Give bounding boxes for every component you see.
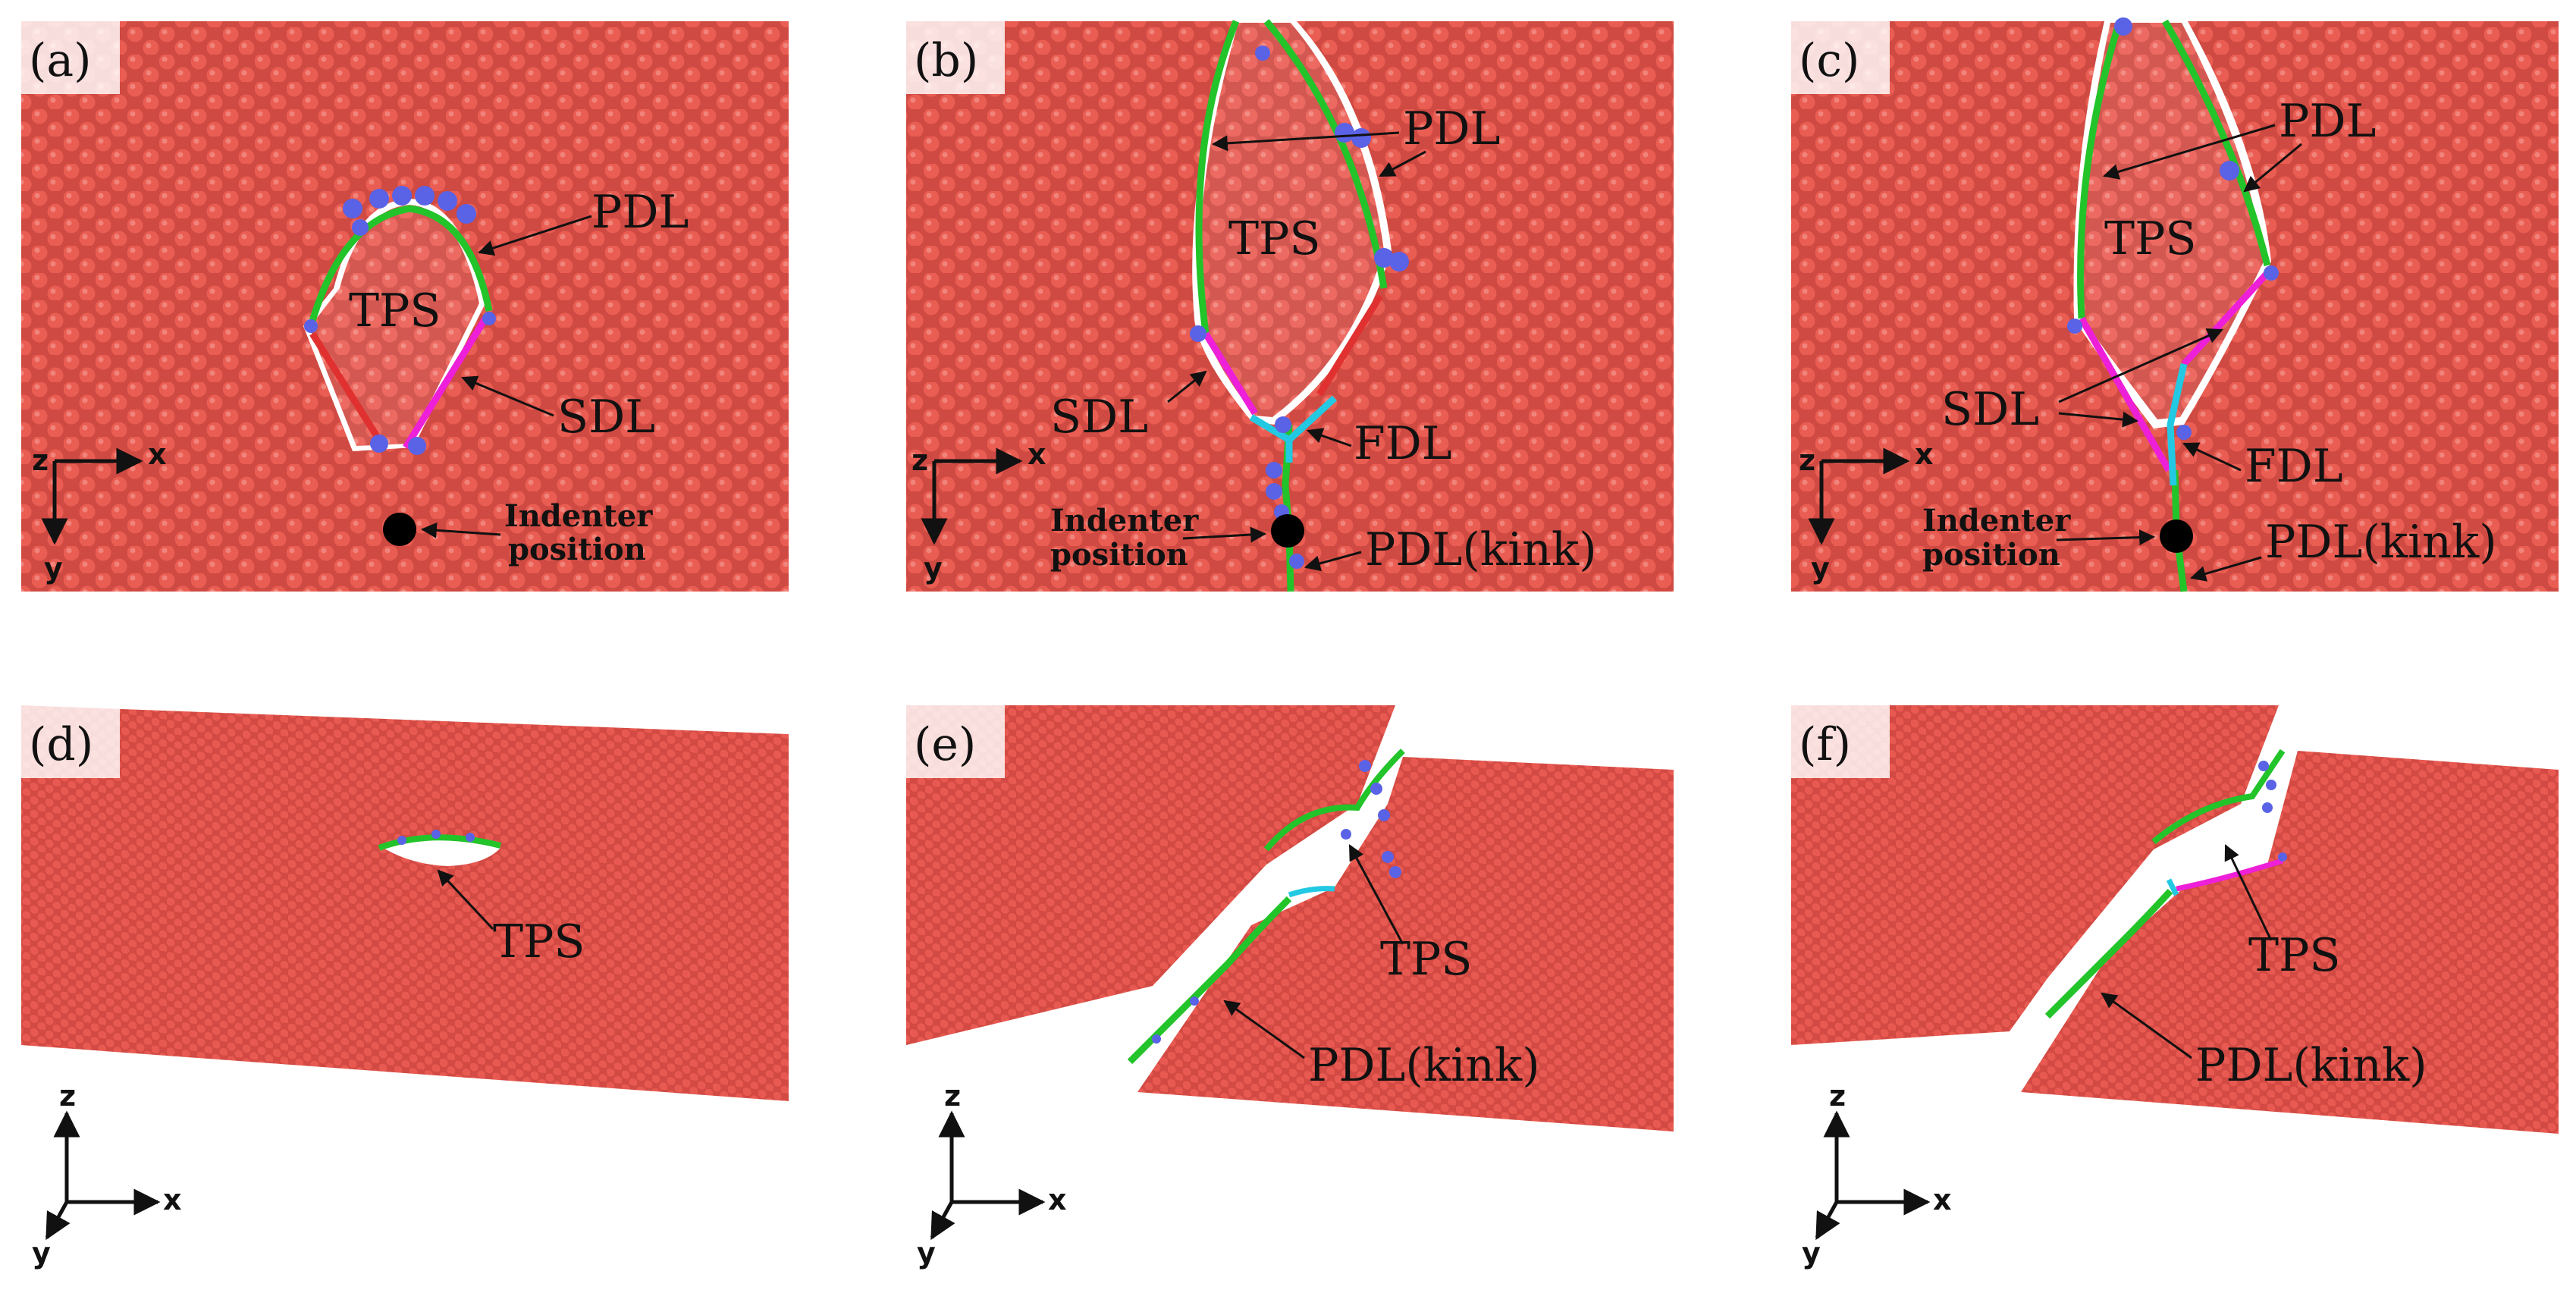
fdl-line xyxy=(2166,878,2179,896)
atom-slab-upper xyxy=(1791,705,2279,1045)
pdl-line xyxy=(1195,20,1240,334)
axis-x-label: x xyxy=(1915,438,1934,471)
tps-label: TPS xyxy=(1380,933,1473,986)
axis-triad xyxy=(1808,447,1910,545)
panel-label: (b) xyxy=(914,34,978,87)
axis-z-label: z xyxy=(1799,444,1815,477)
indenter-marker xyxy=(1271,514,1304,548)
indenter-label-line2: position xyxy=(1050,537,1188,573)
defect-atoms xyxy=(397,830,475,845)
pdl-kink-line xyxy=(2044,888,2173,1019)
atom-slab-upper xyxy=(906,705,1395,1045)
axis-triad xyxy=(41,447,143,545)
axis-y-label: y xyxy=(1811,551,1830,585)
defect-atoms xyxy=(304,186,496,455)
defect-atoms xyxy=(2258,761,2287,862)
panel-label: (a) xyxy=(29,34,92,87)
tps-label: TPS xyxy=(2248,929,2341,982)
axis-z-label: z xyxy=(59,1079,76,1113)
fdl-label: FDL xyxy=(1354,417,1452,470)
tps-label: TPS xyxy=(493,915,585,968)
panel-c: (c) TPS PDL SDL FDL Indenter position PD… xyxy=(1791,17,2559,592)
sdl-label: SDL xyxy=(557,391,655,444)
pdl-label: PDL xyxy=(1403,102,1500,155)
pdl-kink-label: PDL(kink) xyxy=(2195,1039,2427,1092)
axis-z-label: z xyxy=(1829,1079,1846,1113)
panel-f: (f) TPS PDL(kink) z x y xyxy=(1791,705,2559,1270)
pdl-line xyxy=(1263,749,1405,852)
pdl-line xyxy=(2162,19,2271,267)
tps-label: TPS xyxy=(2104,212,2197,265)
fdl-label: FDL xyxy=(2245,440,2343,493)
pdl-line xyxy=(307,205,493,328)
sdl-line xyxy=(2181,270,2270,367)
sdl-line xyxy=(1203,331,1258,416)
axis-triad xyxy=(45,1110,161,1241)
axis-x-label: x xyxy=(163,1183,182,1216)
axis-y-label: y xyxy=(917,1236,936,1270)
axis-x-label: x xyxy=(1933,1183,1952,1216)
panel-b: (b) TPS PDL SDL FDL Indenter position PD… xyxy=(906,19,1674,592)
tps-label: TPS xyxy=(1228,212,1321,265)
sdl-label: SDL xyxy=(1050,391,1148,444)
sdl-line xyxy=(403,316,488,450)
axis-y-label: y xyxy=(32,1236,51,1270)
stair-rod-line xyxy=(309,331,386,448)
axis-triad xyxy=(1815,1110,1931,1241)
indenter-label-line1: Indenter xyxy=(1050,503,1199,538)
fdl-line xyxy=(1288,886,1335,898)
axis-x-label: x xyxy=(1048,1183,1067,1216)
pdl-kink-label: PDL(kink) xyxy=(1308,1039,1540,1092)
tps-label: TPS xyxy=(349,284,441,337)
panel-label: (e) xyxy=(914,718,976,771)
axis-z-label: z xyxy=(911,444,928,477)
panel-d: (d) TPS z x y xyxy=(21,705,789,1270)
stair-rod-line xyxy=(1316,293,1383,397)
atom-slab-lower xyxy=(1137,757,1674,1131)
sdl-label: SDL xyxy=(1941,383,2039,436)
defect-atoms xyxy=(1190,46,1409,569)
indenter-marker xyxy=(2160,519,2193,553)
indenter-label-line2: position xyxy=(508,532,646,567)
indenter-label-line1: Indenter xyxy=(504,498,653,534)
pdl-kink-label: PDL(kink) xyxy=(2265,516,2497,569)
axis-z-label: z xyxy=(944,1079,961,1113)
pdl-kink-label: PDL(kink) xyxy=(1365,523,1597,576)
axis-z-label: z xyxy=(32,444,49,477)
pdl-label: PDL xyxy=(2279,95,2376,148)
axis-x-label: x xyxy=(148,438,167,471)
fdl-line xyxy=(2167,363,2188,486)
panel-e: (e) TPS PDL(kink) z x y xyxy=(906,705,1674,1270)
panel-label: (f) xyxy=(1799,718,1851,771)
sdl-line xyxy=(2079,316,2172,472)
axis-y-label: y xyxy=(924,551,943,585)
axis-triad xyxy=(930,1110,1046,1241)
stacking-fault-region xyxy=(379,838,500,866)
indenter-label-line1: Indenter xyxy=(1922,503,2071,538)
axis-y-label: y xyxy=(1802,1236,1821,1270)
panel-label: (c) xyxy=(1799,34,1859,87)
indenter-marker xyxy=(383,513,416,546)
panel-label: (d) xyxy=(29,718,93,771)
pdl-label: PDL xyxy=(591,186,689,239)
pdl-line xyxy=(2151,749,2286,845)
atom-slab-lower xyxy=(2021,751,2559,1134)
axis-x-label: x xyxy=(1028,438,1046,471)
defect-atoms xyxy=(2067,17,2279,440)
pdl-line xyxy=(2077,20,2123,319)
panel-a: (a) TPS PDL SDL Indenter position x z y xyxy=(21,21,789,592)
fdl-line xyxy=(1249,395,1338,463)
atom-slab xyxy=(21,705,789,1101)
indenter-label-line2: position xyxy=(1922,537,2060,573)
pdl-kink-line xyxy=(1127,896,1292,1065)
defect-atoms xyxy=(1152,760,1401,1044)
sdl-line xyxy=(2176,858,2284,892)
axis-triad xyxy=(921,447,1023,545)
axis-y-label: y xyxy=(44,551,63,585)
